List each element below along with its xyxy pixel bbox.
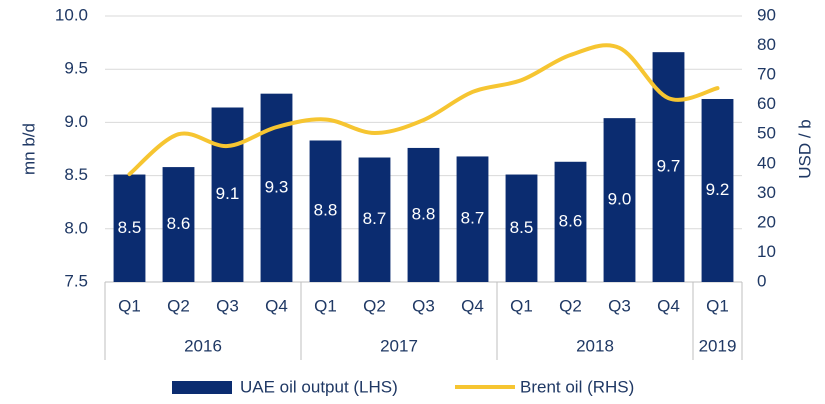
x-tick-label: Q4 — [461, 296, 484, 315]
x-tick-label: Q1 — [118, 296, 141, 315]
value-label: 8.8 — [314, 201, 338, 220]
value-label: 8.5 — [118, 218, 142, 237]
x-tick-label: Q1 — [706, 296, 729, 315]
x-tick-label: Q3 — [412, 296, 435, 315]
y2-tick-label: 10 — [757, 242, 776, 261]
bar — [456, 156, 489, 282]
y2-tick-label: 30 — [757, 183, 776, 202]
y2-tick-label: 60 — [757, 94, 776, 113]
y-axis-label: mn b/d — [19, 123, 38, 175]
legend-label: Brent oil (RHS) — [520, 377, 634, 396]
y-tick-label: 7.5 — [64, 271, 88, 290]
value-label: 9.3 — [265, 177, 289, 196]
group-label: 2018 — [576, 336, 614, 355]
value-label: 8.6 — [559, 211, 583, 230]
y-tick-label: 8.5 — [64, 165, 88, 184]
bar — [701, 98, 734, 282]
bar — [603, 118, 636, 282]
value-label: 8.7 — [461, 209, 485, 228]
y-tick-label: 9.5 — [64, 59, 88, 78]
y2-axis-label: USD / b — [795, 119, 814, 179]
bar — [407, 147, 440, 282]
bar — [505, 174, 538, 282]
x-tick-label: Q3 — [608, 296, 631, 315]
value-label: 9.2 — [706, 180, 730, 199]
x-tick-label: Q1 — [510, 296, 533, 315]
legend-swatch — [172, 381, 232, 394]
group-label: 2017 — [380, 336, 418, 355]
legend-label: UAE oil output (LHS) — [240, 377, 398, 396]
y2-tick-label: 90 — [757, 5, 776, 24]
y-tick-label: 9.0 — [64, 112, 88, 131]
y2-tick-label: 70 — [757, 65, 776, 84]
y2-tick-label: 0 — [757, 271, 766, 290]
y2-tick-label: 40 — [757, 153, 776, 172]
value-label: 9.7 — [657, 157, 681, 176]
x-tick-label: Q3 — [216, 296, 239, 315]
y-tick-label: 8.0 — [64, 218, 88, 237]
y2-tick-label: 50 — [757, 124, 776, 143]
bar — [309, 140, 342, 282]
value-label: 8.8 — [412, 204, 436, 223]
x-tick-label: Q2 — [167, 296, 190, 315]
y2-tick-label: 20 — [757, 212, 776, 231]
value-label: 8.7 — [363, 209, 387, 228]
bar — [358, 157, 391, 282]
group-label: 2019 — [699, 336, 737, 355]
x-tick-label: Q4 — [657, 296, 680, 315]
bar — [162, 167, 195, 282]
value-label: 8.5 — [510, 218, 534, 237]
bar — [554, 161, 587, 282]
y2-tick-label: 80 — [757, 35, 776, 54]
x-tick-label: Q2 — [559, 296, 582, 315]
value-label: 9.0 — [608, 190, 632, 209]
group-label: 2016 — [184, 336, 222, 355]
y-tick-label: 10.0 — [55, 5, 88, 24]
bar — [211, 107, 244, 282]
x-tick-label: Q4 — [265, 296, 288, 315]
bar — [113, 174, 146, 282]
x-tick-label: Q2 — [363, 296, 386, 315]
x-tick-label: Q1 — [314, 296, 337, 315]
line — [127, 43, 720, 177]
value-label: 9.1 — [216, 184, 240, 203]
value-label: 8.6 — [167, 214, 191, 233]
